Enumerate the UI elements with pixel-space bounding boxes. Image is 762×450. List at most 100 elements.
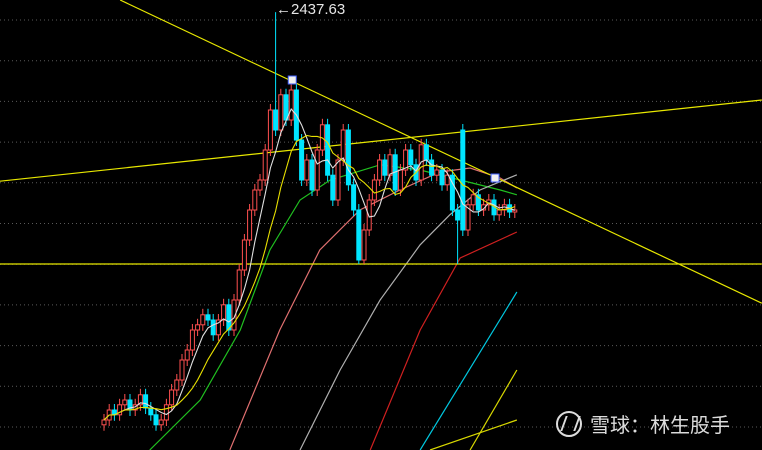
candle <box>143 388 149 414</box>
candle <box>205 308 211 326</box>
candle-body <box>169 389 175 406</box>
candle-body <box>345 129 351 186</box>
watermark: 雪球 ： 林生股手 <box>556 409 730 438</box>
candle <box>169 384 175 411</box>
candle-body <box>460 129 466 231</box>
candle-body <box>174 379 180 391</box>
candle-body <box>215 319 221 336</box>
candle-body <box>434 169 440 176</box>
candle <box>299 134 305 186</box>
candle <box>221 298 227 326</box>
snowball-logo-icon <box>556 410 582 437</box>
candle-body <box>143 394 149 409</box>
trend-line <box>0 99 762 182</box>
candle-body <box>241 239 247 271</box>
candle-body <box>496 209 502 216</box>
candle <box>236 264 242 306</box>
candle <box>122 394 128 411</box>
candle <box>345 124 351 191</box>
candle-body <box>340 129 346 161</box>
candle-body <box>361 229 367 261</box>
candle <box>278 88 284 136</box>
candle-body <box>189 329 195 351</box>
candle-body <box>257 179 263 191</box>
candle <box>215 314 221 341</box>
candle-body <box>267 109 273 151</box>
candle-body <box>439 169 445 186</box>
candle-body <box>117 404 123 416</box>
watermark-brand: 雪球 <box>590 415 630 437</box>
candle-body <box>247 209 253 241</box>
candle-body <box>366 199 372 231</box>
moving-average-line <box>299 174 518 450</box>
moving-average-line <box>103 107 515 421</box>
candle-body <box>200 314 206 326</box>
watermark-separator: ： <box>630 415 650 437</box>
candle-body <box>465 204 471 231</box>
candle <box>314 144 320 196</box>
candle <box>241 234 247 276</box>
candle-body <box>444 174 450 186</box>
candle-body <box>195 324 201 331</box>
trend-line <box>119 0 762 304</box>
candle <box>288 84 294 126</box>
candle-body <box>314 149 320 191</box>
candle <box>330 169 336 206</box>
candle-body <box>309 159 315 191</box>
candle <box>101 414 107 431</box>
candle-body <box>158 419 164 426</box>
candle-body <box>288 89 294 121</box>
candle-body <box>278 94 284 131</box>
candle <box>210 314 216 341</box>
candle <box>247 204 253 246</box>
candle-body <box>449 174 455 211</box>
candle-body <box>283 94 289 121</box>
candle-body <box>273 109 279 131</box>
candle <box>351 178 357 216</box>
candle <box>262 144 268 186</box>
candle <box>257 174 263 196</box>
candle <box>158 414 164 431</box>
candle <box>163 398 169 426</box>
candle-body <box>205 314 211 321</box>
candle <box>148 402 154 421</box>
pattern-marker <box>490 173 500 183</box>
candle <box>455 204 461 264</box>
candle <box>512 204 518 218</box>
candle <box>111 404 117 421</box>
candle <box>361 224 367 264</box>
candle-body <box>101 419 107 426</box>
peak-price-value: 2437.63 <box>291 1 346 18</box>
candle-body <box>403 149 409 171</box>
candle-body <box>356 209 362 261</box>
moving-average-line <box>469 369 518 450</box>
candle <box>267 104 273 156</box>
candle-body <box>470 194 476 206</box>
candle-body <box>423 144 429 161</box>
candle-body <box>148 407 154 416</box>
candle <box>460 124 466 236</box>
candle <box>449 169 455 216</box>
candle <box>184 344 190 366</box>
candle-body <box>408 149 414 166</box>
candle-body <box>371 179 377 201</box>
candle-body <box>299 139 305 181</box>
candle <box>377 154 383 186</box>
candle-body <box>236 269 242 301</box>
candle-body <box>221 304 227 321</box>
candle <box>127 394 133 416</box>
watermark-author: 林生股手 <box>650 415 730 437</box>
candle-body <box>210 319 216 336</box>
candle-body <box>262 149 268 181</box>
candle-body <box>179 359 185 381</box>
candle <box>189 324 195 356</box>
candle <box>231 294 237 336</box>
moving-average-line <box>103 134 515 421</box>
candle-body <box>330 174 336 201</box>
candle <box>226 298 232 336</box>
candle-body <box>335 159 341 201</box>
candle <box>382 154 388 182</box>
candle-body <box>184 349 190 361</box>
